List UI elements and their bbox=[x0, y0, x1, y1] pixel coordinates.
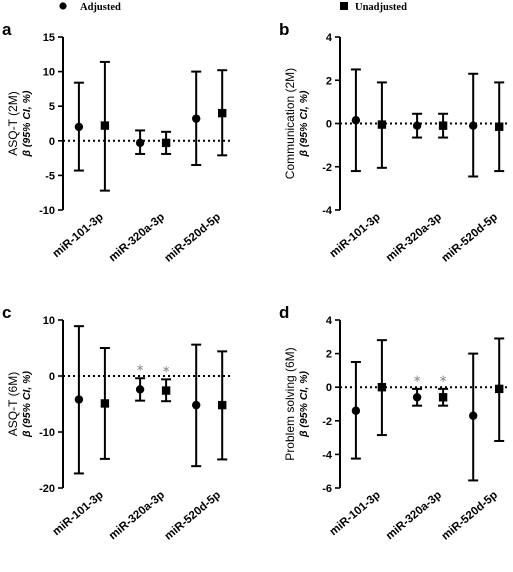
data-point-circle bbox=[74, 395, 84, 404]
y-tick-label: -10 bbox=[39, 427, 55, 439]
y-axis-label: ASQ-T (2M) bbox=[6, 91, 20, 155]
y-tick-label: 0 bbox=[326, 119, 332, 131]
y-tick-label: 10 bbox=[43, 315, 55, 327]
y-tick-label: 2 bbox=[326, 349, 332, 361]
data-point-circle bbox=[469, 121, 478, 130]
legend-adjusted-label: Adjusted bbox=[80, 2, 121, 13]
y-tick-label: -5 bbox=[45, 170, 55, 182]
legend-adjusted-marker bbox=[59, 2, 67, 10]
data-point-circle bbox=[351, 406, 361, 415]
panel-a: a -10 -5 0 5 10 15 ASQ-T (2M) β (95% CI, %) miR-1… bbox=[2, 20, 233, 265]
data-point-circle bbox=[412, 121, 422, 130]
y-axis-sublabel: β (95% CI, %) bbox=[21, 90, 33, 158]
data-point-circle bbox=[469, 411, 478, 420]
series-adjusted bbox=[73, 325, 202, 475]
x-tick-label: miR-101-3p bbox=[328, 211, 383, 260]
x-tick-label: miR-101-3p bbox=[328, 489, 383, 538]
y-axis-label: Problem solving (6M) bbox=[283, 347, 297, 460]
y-tick-label: -2 bbox=[322, 162, 332, 174]
y-axis-sublabel: β (95% CI, %) bbox=[21, 370, 33, 438]
legend: Adjusted Unadjusted bbox=[59, 2, 407, 13]
data-point-circle bbox=[74, 122, 84, 132]
data-point-circle bbox=[192, 114, 201, 123]
panel-b: b -4 -2 0 2 4 Communication (2M) β (95% CI, %) m… bbox=[279, 20, 510, 265]
y-tick-label: -6 bbox=[322, 483, 332, 495]
y-tick-label: 5 bbox=[49, 101, 55, 113]
y-tick-label: 15 bbox=[43, 32, 55, 44]
series-unadjusted bbox=[99, 347, 228, 461]
series-adjusted bbox=[350, 68, 479, 178]
x-tick-label: miR-520d-5p bbox=[440, 211, 501, 265]
y-tick-label: 0 bbox=[326, 382, 332, 394]
y-axis-sublabel: β (95% CI, %) bbox=[298, 90, 310, 158]
panel-letter: b bbox=[279, 20, 289, 39]
significance-star: * bbox=[163, 364, 170, 380]
y-tick-label: 0 bbox=[49, 371, 55, 383]
y-tick-label: 2 bbox=[326, 75, 332, 87]
data-point-square bbox=[218, 108, 227, 118]
data-point-square bbox=[495, 122, 504, 131]
significance-star: * bbox=[414, 374, 421, 390]
x-tick-label: miR-101-3p bbox=[51, 489, 106, 538]
y-tick-label: 10 bbox=[43, 67, 55, 79]
y-tick-label: 0 bbox=[49, 136, 55, 148]
series-adjusted bbox=[350, 352, 479, 482]
y-axis-label: ASQ-T (6M) bbox=[6, 372, 20, 436]
y-axis-sublabel: β (95% CI, %) bbox=[298, 370, 310, 438]
legend-unadjusted-marker bbox=[340, 2, 348, 10]
x-tick-label: miR-320a-3p bbox=[107, 489, 167, 542]
panel-c: c -20 -10 0 10 ASQ-T (6M) β (95% CI, %) miR-101… bbox=[2, 303, 233, 543]
data-point-square bbox=[438, 121, 448, 130]
x-tick-label: miR-520d-5p bbox=[440, 489, 501, 543]
data-point-square bbox=[377, 383, 387, 392]
series-unadjusted bbox=[99, 60, 228, 192]
x-tick-label: miR-101-3p bbox=[51, 211, 106, 260]
data-point-square bbox=[218, 400, 227, 410]
panel-letter: d bbox=[279, 303, 289, 322]
series-unadjusted bbox=[376, 81, 505, 173]
data-point-square bbox=[161, 138, 171, 148]
y-tick-label: -4 bbox=[322, 205, 333, 217]
y-tick-label: 4 bbox=[326, 32, 333, 44]
data-point-square bbox=[100, 121, 110, 130]
data-point-square bbox=[495, 384, 504, 394]
y-tick-label: -20 bbox=[39, 483, 55, 495]
x-tick-label: miR-320a-3p bbox=[384, 489, 444, 542]
x-tick-label: miR-520d-5p bbox=[163, 489, 224, 543]
data-point-square bbox=[438, 393, 448, 402]
y-tick-label: -10 bbox=[39, 205, 55, 217]
legend-unadjusted-label: Unadjusted bbox=[355, 2, 407, 13]
y-tick-label: 4 bbox=[326, 315, 333, 327]
x-tick-label: miR-320a-3p bbox=[384, 211, 444, 264]
panel-letter: a bbox=[2, 20, 12, 39]
y-tick-label: -4 bbox=[322, 449, 333, 461]
data-point-circle bbox=[351, 116, 361, 125]
panel-letter: c bbox=[2, 303, 11, 322]
significance-star: * bbox=[137, 363, 144, 379]
data-point-circle bbox=[135, 138, 145, 148]
data-point-square bbox=[377, 120, 387, 129]
y-tick-label: -2 bbox=[322, 416, 332, 428]
data-point-circle bbox=[135, 385, 145, 394]
panel-d: d -6 -4 -2 0 2 4 Problem solving (6M) β (95% CI,… bbox=[279, 303, 510, 543]
significance-star: * bbox=[440, 374, 447, 390]
series-unadjusted bbox=[376, 337, 505, 442]
data-point-square bbox=[100, 399, 110, 408]
y-axis-label: Communication (2M) bbox=[283, 68, 297, 179]
data-point-circle bbox=[192, 400, 201, 410]
x-tick-label: miR-520d-5p bbox=[163, 211, 224, 265]
x-tick-label: miR-320a-3p bbox=[107, 211, 167, 264]
series-adjusted bbox=[73, 70, 202, 172]
data-point-square bbox=[161, 386, 171, 395]
data-point-circle bbox=[412, 393, 422, 402]
